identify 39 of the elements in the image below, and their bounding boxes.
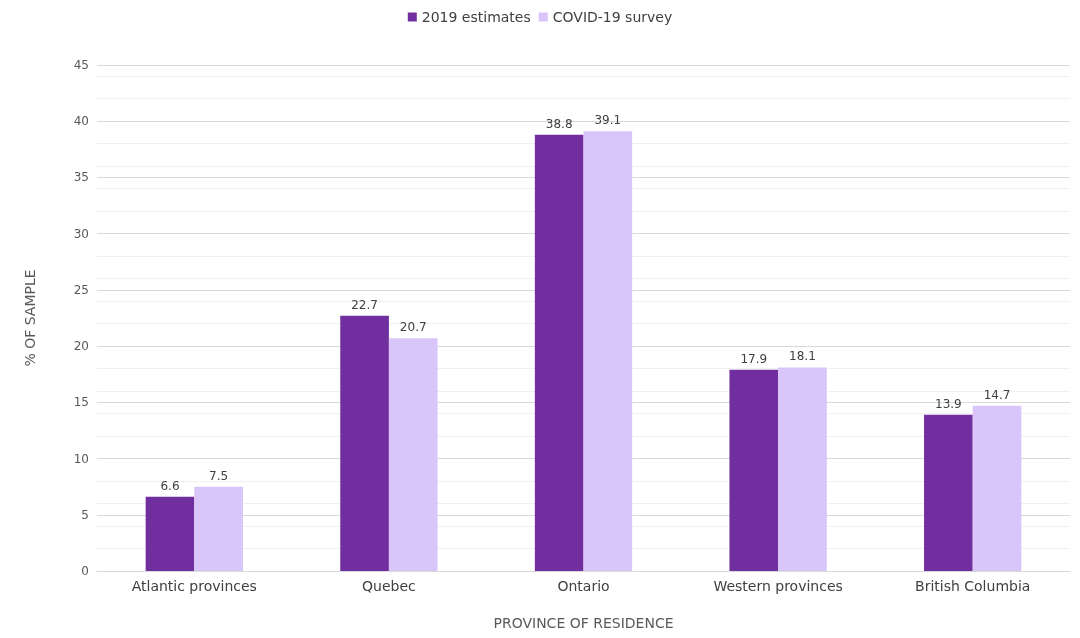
x-tick-label: British Columbia (915, 578, 1031, 594)
data-label: 20.7 (399, 320, 427, 335)
y-tick-label: 25 (73, 282, 89, 297)
bar (972, 405, 1022, 571)
legend-label: 2019 estimates (421, 9, 531, 25)
bar (778, 367, 827, 571)
y-tick-label: 10 (73, 451, 89, 466)
y-axis-title: % OF SAMPLE (22, 269, 38, 367)
y-tick-label: 5 (81, 507, 89, 522)
data-label: 38.8 (545, 116, 573, 131)
bar (388, 338, 438, 571)
data-label: 39.1 (594, 113, 622, 128)
y-tick-label: 0 (81, 564, 89, 578)
data-label: 13.9 (935, 396, 962, 411)
bar (194, 486, 243, 571)
y-tick-label: 30 (73, 226, 89, 241)
x-tick-label: Ontario (557, 578, 610, 594)
bar (145, 496, 195, 571)
x-tick-label: Atlantic provinces (131, 578, 257, 594)
x-tick-label: Western provinces (713, 578, 843, 594)
y-tick-label: 20 (73, 339, 89, 354)
data-label: 17.9 (740, 351, 768, 366)
bar (583, 131, 633, 571)
bar (729, 369, 779, 571)
data-label: 6.6 (160, 478, 180, 493)
y-tick-label: 35 (73, 170, 89, 185)
data-label: 18.1 (789, 349, 816, 364)
y-tick-label: 45 (73, 58, 89, 72)
y-tick-label: 40 (73, 114, 89, 129)
y-tick-label: 15 (73, 395, 89, 410)
bar (340, 315, 389, 571)
bar (924, 414, 973, 571)
x-axis-title: PROVINCE OF RESIDENCE (493, 615, 674, 631)
bar (534, 134, 584, 571)
data-label: 22.7 (351, 297, 378, 312)
x-tick-label: Quebec (362, 578, 416, 594)
data-label: 7.5 (209, 468, 229, 483)
legend-label: COVID-19 survey (552, 9, 673, 25)
data-label: 14.7 (983, 387, 1011, 402)
